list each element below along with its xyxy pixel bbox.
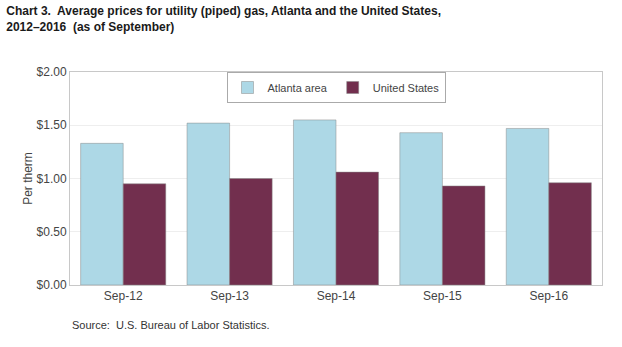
svg-text:Chart 3. Average prices for u: Chart 3. Average prices for utility (pip…	[6, 4, 441, 34]
svg-text:Sep-14: Sep-14	[317, 289, 356, 303]
svg-text:Per therm: Per therm	[21, 152, 35, 205]
svg-text:Source: U.S. Bureau of Labor: Source: U.S. Bureau of Labor Statistics.	[72, 319, 269, 331]
svg-text:Sep-12: Sep-12	[104, 289, 143, 303]
svg-text:Sep-13: Sep-13	[210, 289, 249, 303]
svg-text:Sep-16: Sep-16	[529, 289, 568, 303]
svg-text:$0.50: $0.50	[37, 225, 67, 239]
svg-text:$2.00: $2.00	[37, 65, 67, 79]
svg-text:$1.50: $1.50	[37, 118, 67, 132]
svg-text:$1.00: $1.00	[37, 172, 67, 186]
svg-text:Sep-15: Sep-15	[423, 289, 462, 303]
svg-text:Atlanta area: Atlanta area	[268, 82, 328, 94]
svg-text:$0.00: $0.00	[37, 278, 67, 292]
svg-text:United States: United States	[373, 82, 440, 94]
